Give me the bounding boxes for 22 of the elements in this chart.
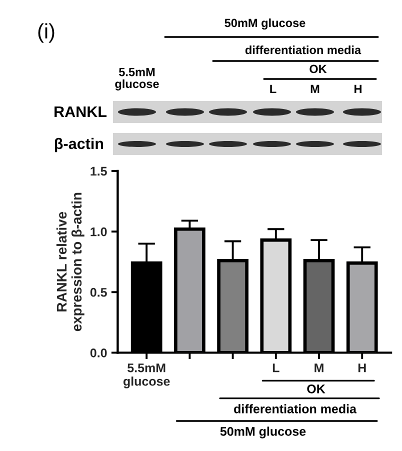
x-tick-label: M bbox=[314, 364, 324, 372]
y-axis-title: RANKL relative expression to β-actin bbox=[56, 192, 84, 332]
text: β-actin bbox=[54, 138, 104, 152]
text: 50mM glucose bbox=[220, 426, 306, 438]
text: OK bbox=[307, 384, 326, 394]
text: differentiation media bbox=[234, 404, 357, 414]
y-tick-label: 1.0 bbox=[90, 227, 107, 236]
y-tick-label: 1.5 bbox=[90, 166, 107, 176]
text: RANKL bbox=[54, 106, 107, 117]
text: 50mM glucose bbox=[224, 18, 306, 30]
text: (i) bbox=[38, 23, 54, 43]
text: differentiation media bbox=[245, 46, 362, 54]
text: OK bbox=[310, 64, 327, 74]
y-tick-label: 0.0 bbox=[90, 348, 107, 358]
text: 5.5mM glucose bbox=[115, 68, 159, 90]
x-tick-label: 5.5mM glucose bbox=[123, 364, 170, 388]
x-tick-label: H bbox=[358, 364, 366, 372]
text: H bbox=[354, 84, 362, 94]
text: L bbox=[270, 84, 276, 94]
x-tick-label: L bbox=[272, 364, 280, 372]
text: M bbox=[310, 84, 320, 94]
y-tick-label: 0.5 bbox=[90, 288, 107, 297]
